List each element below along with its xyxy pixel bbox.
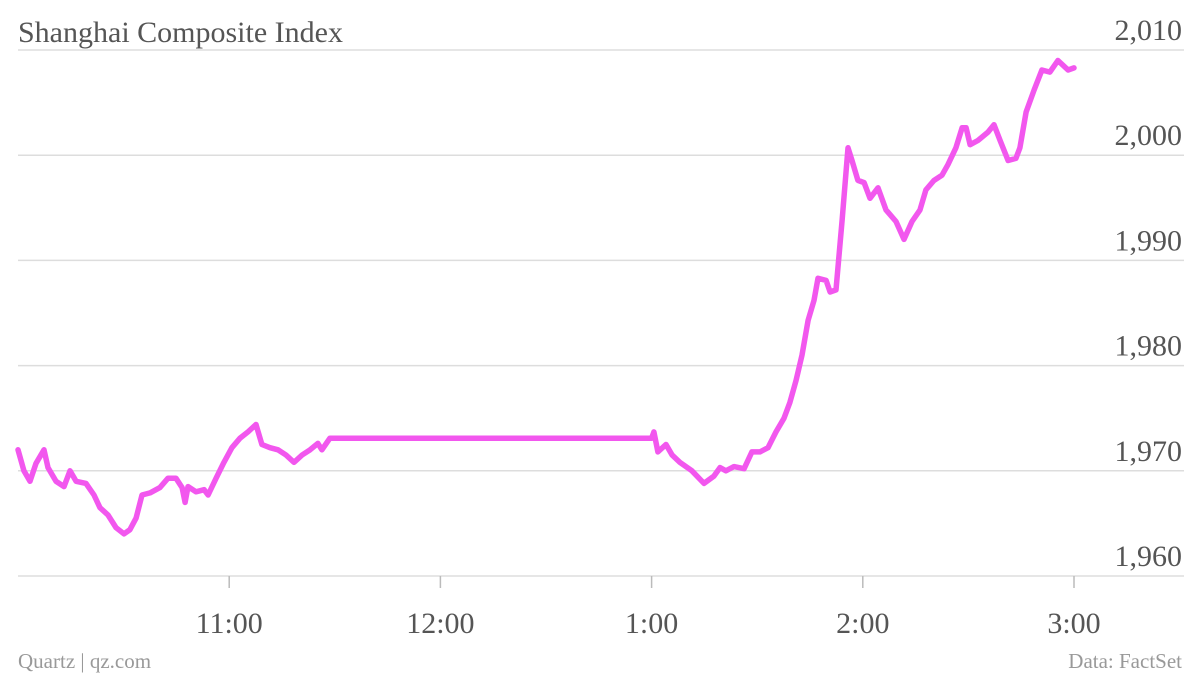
y-tick-label: 1,960 bbox=[1115, 540, 1183, 573]
y-tick-label: 2,010 bbox=[1115, 14, 1183, 47]
line bbox=[15, 57, 1077, 537]
source: Data: FactSet bbox=[1068, 649, 1182, 673]
x-tick-label: 1:00 bbox=[625, 607, 678, 640]
y-tick-label: 1,990 bbox=[1115, 224, 1183, 257]
y-tick-label: 1,970 bbox=[1115, 435, 1183, 468]
chart-title: Shanghai Composite Index bbox=[18, 16, 343, 49]
credit: Quartz | qz.com bbox=[18, 649, 151, 673]
x-tick-label: 3:00 bbox=[1047, 607, 1100, 640]
y-tick-label: 2,000 bbox=[1115, 119, 1183, 152]
y-tick-label: 1,980 bbox=[1115, 330, 1183, 363]
x-tick-label: 2:00 bbox=[836, 607, 889, 640]
x-tick-label: 12:00 bbox=[406, 607, 474, 640]
x-tick-label: 11:00 bbox=[196, 607, 263, 640]
